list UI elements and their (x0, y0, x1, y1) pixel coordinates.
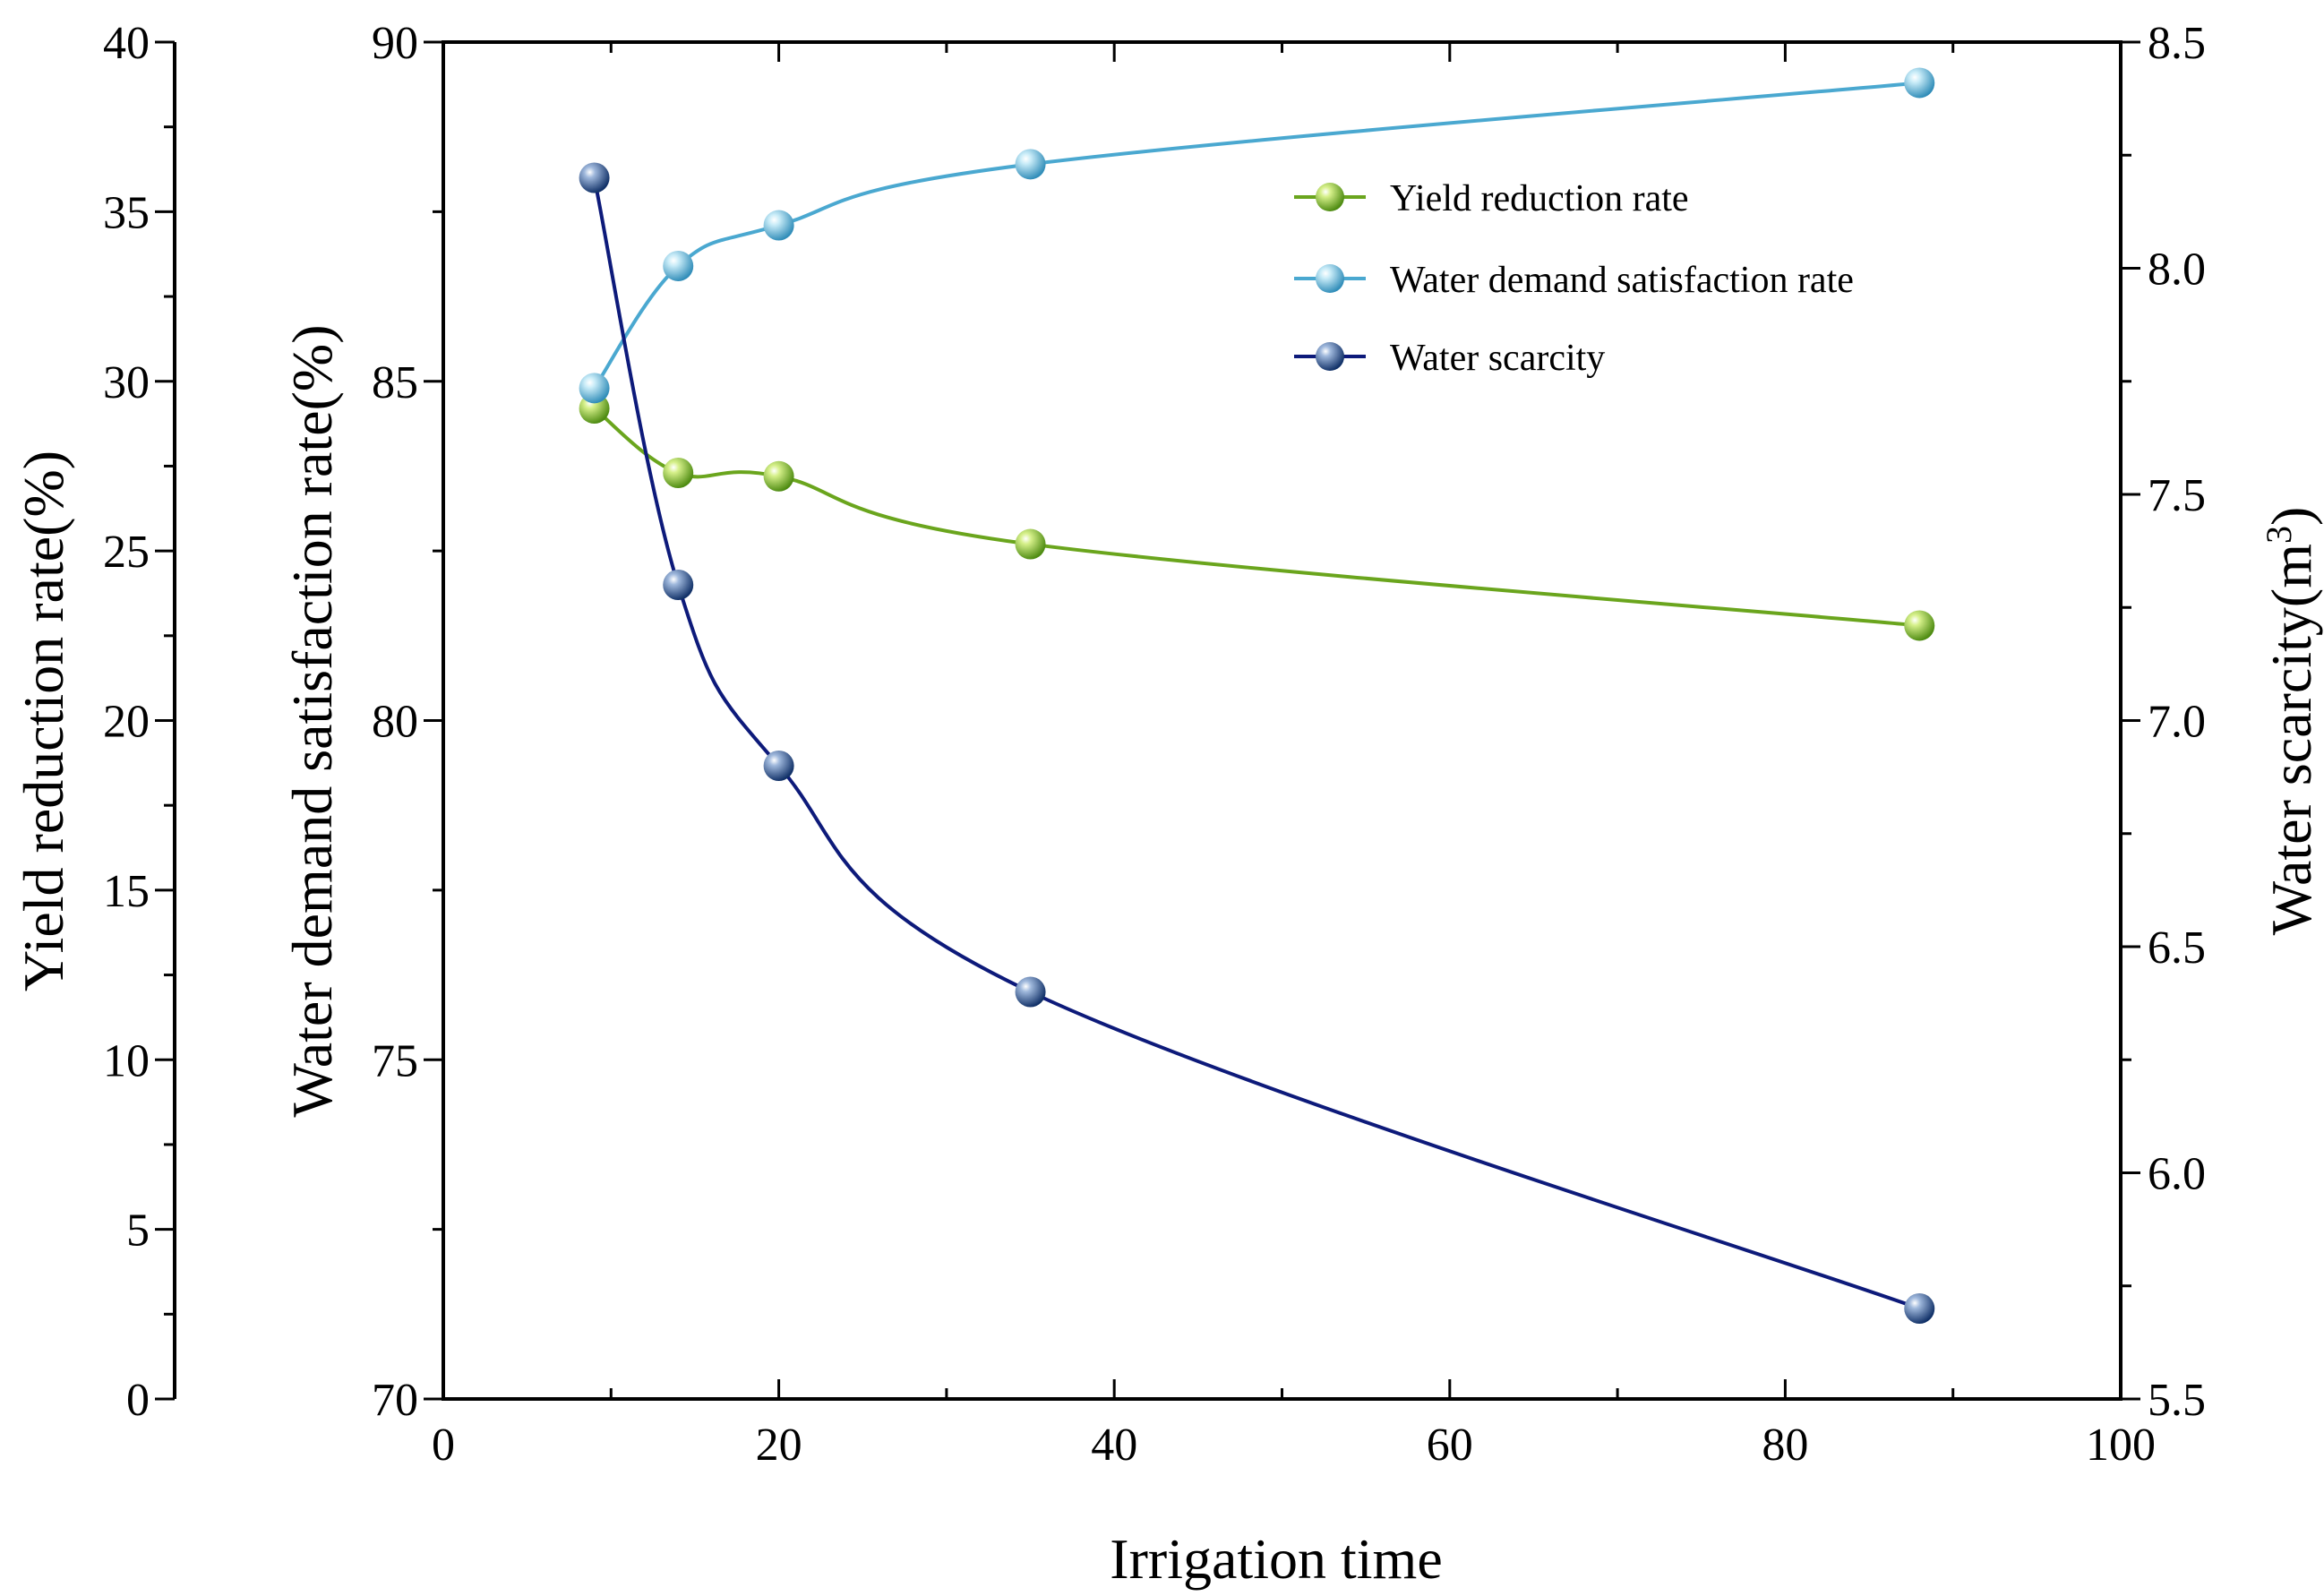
series-layer (579, 67, 1935, 1324)
yield-tick-label: 15 (103, 866, 150, 917)
demand-axis-title: Water demand satisfaction rate(%) (280, 324, 344, 1117)
x-tick-label: 20 (756, 1420, 802, 1471)
yield-tick-label: 40 (103, 18, 150, 69)
series-line-demand (592, 81, 1920, 390)
series-line-scarcity (592, 177, 1920, 1310)
legend-label-scarcity: Water scarcity (1390, 338, 1605, 379)
point-yield (1904, 610, 1935, 641)
yield-tick-label: 35 (103, 187, 150, 238)
point-demand (663, 250, 694, 281)
legend-item-yield: Yield reduction rate (1294, 178, 1689, 219)
legend-marker-demand (1316, 264, 1344, 293)
yield-axis-title: Yield reduction rate(%) (12, 450, 75, 991)
yield-tick-label: 30 (103, 357, 150, 408)
yield-tick-label: 10 (103, 1035, 150, 1086)
legend-label-demand: Water demand satisfaction rate (1390, 260, 1854, 301)
scarcity-tick-label: 6.5 (2148, 922, 2206, 974)
scarcity-tick-label: 8.5 (2148, 18, 2206, 69)
x-tick-label: 0 (432, 1420, 455, 1471)
legend-label-yield: Yield reduction rate (1390, 178, 1689, 219)
scarcity-tick-label: 7.0 (2148, 697, 2206, 748)
legend: Yield reduction rate Water demand satisf… (1294, 178, 1854, 379)
legend-item-demand: Water demand satisfaction rate (1294, 260, 1854, 301)
series-line-yield (593, 407, 1920, 628)
point-yield (763, 460, 794, 492)
scarcity-tick-label: 8.0 (2148, 245, 2206, 296)
scarcity-tick-label: 7.5 (2148, 470, 2206, 521)
point-scarcity (1904, 1293, 1935, 1324)
demand-tick-label: 75 (372, 1035, 418, 1086)
plot-frame (442, 40, 2122, 1401)
legend-marker-yield (1316, 183, 1344, 211)
demand-tick-label: 90 (372, 18, 418, 69)
point-scarcity (579, 162, 610, 193)
point-demand (763, 210, 794, 241)
scarcity-axis-title: Water scarcity(m3) (2259, 507, 2324, 936)
point-demand (579, 373, 610, 404)
point-demand (1904, 67, 1935, 99)
demand-tick-label: 80 (372, 697, 418, 748)
demand-tick-label: 85 (372, 357, 418, 408)
point-scarcity (1015, 976, 1046, 1008)
x-tick-label: 60 (1427, 1420, 1473, 1471)
point-demand (1015, 149, 1046, 180)
ticks-layer: 0 20 40 60 80 100 0 5 10 15 20 25 30 35 40 70 75 80 85 90 5.… (103, 18, 2206, 1471)
yield-tick-label: 25 (103, 527, 150, 578)
yield-tick-label: 5 (126, 1206, 150, 1257)
yield-tick-label: 20 (103, 697, 150, 748)
legend-item-scarcity: Water scarcity (1294, 338, 1605, 379)
demand-tick-label: 70 (372, 1375, 418, 1426)
x-tick-label: 40 (1091, 1420, 1137, 1471)
scarcity-tick-label: 5.5 (2148, 1375, 2206, 1426)
x-tick-label: 80 (1762, 1420, 1808, 1471)
point-scarcity (763, 751, 794, 781)
x-tick-label: 100 (2086, 1420, 2156, 1471)
point-scarcity (663, 570, 694, 600)
point-yield (1015, 528, 1046, 560)
point-yield (663, 458, 694, 489)
yield-tick-label: 0 (126, 1375, 150, 1426)
legend-marker-scarcity (1316, 342, 1344, 371)
scarcity-tick-label: 6.0 (2148, 1149, 2206, 1200)
x-axis-title: Irrigation time (1110, 1527, 1442, 1591)
